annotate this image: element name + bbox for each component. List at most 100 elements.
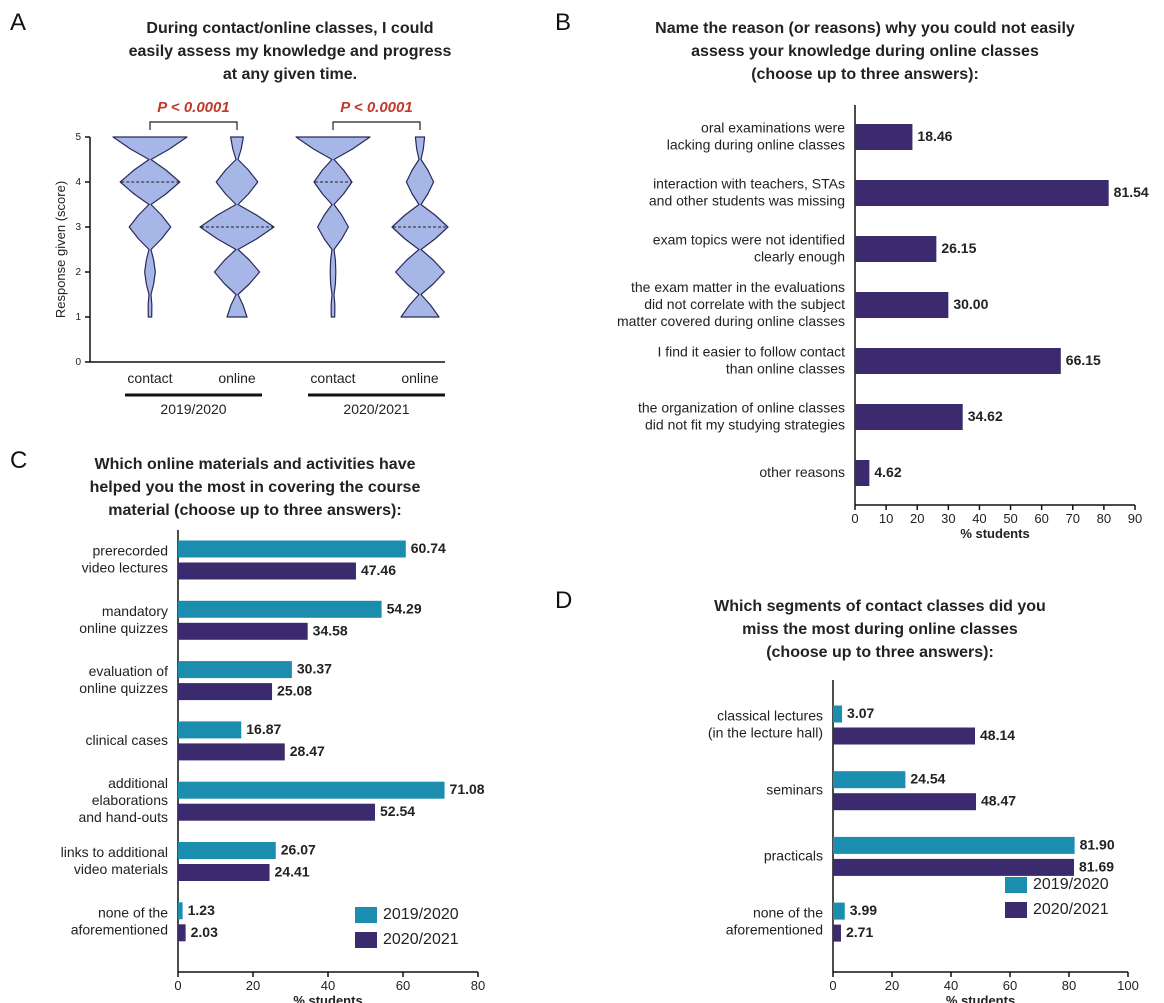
x-tick-label: 100	[1117, 978, 1139, 993]
legend-label: 2020/2021	[383, 931, 459, 948]
x-tick-label: 70	[1066, 511, 1080, 526]
value-label: 34.62	[968, 408, 1003, 424]
bar	[833, 771, 906, 789]
y-axis-label: Response given (score)	[53, 181, 68, 318]
category-label: oral examinations were lacking during onl…	[667, 119, 845, 152]
value-label: 1.23	[188, 902, 215, 918]
value-label: 3.07	[847, 705, 874, 721]
bar	[178, 600, 382, 618]
value-label: 30.00	[953, 296, 988, 312]
bar	[833, 727, 976, 745]
category-label: links to additional video materials	[61, 844, 168, 877]
x-tick-label: 20	[910, 511, 924, 526]
x-axis-label: % students	[946, 993, 1015, 1003]
category-label: practicals	[764, 847, 823, 863]
value-label: 26.07	[281, 841, 316, 857]
bar	[855, 404, 963, 430]
bracket	[332, 121, 421, 130]
x-tick-label: 40	[972, 511, 986, 526]
bar	[855, 236, 937, 262]
y-tick-label: 0	[75, 357, 81, 368]
panel-letter: C	[10, 447, 27, 474]
x-tick-label: 60	[1034, 511, 1048, 526]
value-label: 60.74	[411, 540, 446, 556]
x-tick-label: 80	[1062, 978, 1076, 993]
annotation: P < 0.0001	[340, 99, 412, 116]
x-tick-label: 0	[851, 511, 858, 526]
y-tick-label: 3	[75, 222, 81, 233]
legend-swatch	[1005, 877, 1027, 893]
panel-letter: A	[10, 9, 26, 36]
x-axis-label: % students	[293, 993, 362, 1003]
value-label: 34.58	[313, 622, 348, 638]
category-label: none of the aforementioned	[726, 904, 824, 937]
panel-letter: D	[555, 587, 572, 614]
category-label: evaluation of online quizzes	[79, 663, 168, 696]
bar	[855, 348, 1061, 374]
x-tick-label: 40	[944, 978, 958, 993]
bar	[178, 902, 183, 920]
value-label: 81.90	[1080, 836, 1115, 852]
category-label: none of the aforementioned	[71, 904, 169, 937]
value-label: 16.87	[246, 721, 281, 737]
y-tick-label: 2	[75, 267, 81, 278]
category-label: additional elaborations and hand-outs	[78, 775, 168, 825]
value-label: 24.41	[275, 863, 310, 879]
value-label: 4.62	[874, 464, 901, 480]
value-label: 81.54	[1114, 184, 1149, 200]
bar	[178, 661, 292, 679]
category-label: I find it easier to follow contact than o…	[657, 343, 845, 376]
x-tick-label: 80	[1097, 511, 1111, 526]
value-label: 25.08	[277, 682, 312, 698]
category-label: mandatory online quizzes	[79, 603, 168, 636]
group-label: 2019/2020	[160, 401, 226, 417]
bar	[178, 864, 270, 881]
bar	[833, 793, 976, 811]
bar	[855, 292, 949, 318]
value-label: 81.69	[1079, 858, 1114, 874]
chart-title: During contact/online classes, I could ea…	[129, 20, 452, 83]
x-tick-label: 0	[174, 978, 181, 993]
legend-swatch	[355, 907, 377, 923]
x-tick-label: contact	[310, 370, 355, 386]
bar	[855, 460, 870, 486]
x-tick-label: 10	[879, 511, 893, 526]
bar	[833, 924, 841, 942]
category-label: prerecorded video lectures	[82, 542, 168, 575]
bar	[178, 803, 376, 821]
bar	[833, 836, 1075, 854]
value-label: 71.08	[450, 781, 485, 797]
value-label: 48.47	[981, 792, 1016, 808]
legend-label: 2019/2020	[383, 906, 459, 923]
x-tick-label: 60	[396, 978, 410, 993]
x-tick-label: 40	[321, 978, 335, 993]
y-tick-label: 1	[75, 312, 81, 323]
x-tick-label: online	[401, 370, 439, 386]
category-label: the exam matter in the evaluations did no…	[617, 279, 845, 329]
bar	[178, 540, 406, 558]
value-label: 47.46	[361, 562, 396, 578]
category-label: classical lectures (in the lecture hall)	[708, 707, 823, 740]
category-label: seminars	[766, 781, 823, 797]
bar	[178, 562, 356, 580]
value-label: 2.03	[191, 924, 218, 940]
x-tick-label: 20	[885, 978, 899, 993]
bar	[855, 124, 913, 150]
category-label: other reasons	[759, 464, 845, 480]
x-tick-label: contact	[127, 370, 172, 386]
bar	[178, 721, 242, 739]
bar	[833, 705, 843, 723]
bar	[178, 683, 273, 701]
legend-swatch	[1005, 902, 1027, 918]
value-label: 26.15	[941, 240, 976, 256]
value-label: 30.37	[297, 660, 332, 676]
legend-label: 2019/2020	[1033, 876, 1109, 893]
bar	[833, 858, 1074, 876]
x-axis-label: % students	[960, 526, 1029, 541]
bar	[178, 622, 308, 640]
bar	[855, 180, 1109, 206]
category-label: the organization of online classes did no…	[638, 399, 845, 432]
value-label: 24.54	[910, 770, 945, 786]
bar	[178, 781, 445, 799]
